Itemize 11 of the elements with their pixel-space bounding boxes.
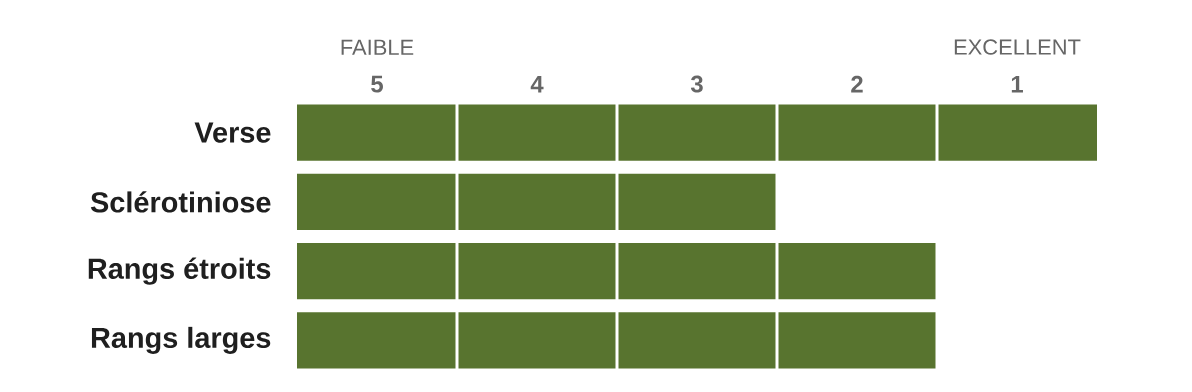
y-tick-label: Verse — [194, 122, 271, 143]
text: EXCELLENT — [954, 39, 1081, 55]
x-tick-label: 5 — [371, 75, 383, 93]
x-tick-label: 4 — [530, 76, 544, 93]
x-tick-label: 3 — [690, 75, 703, 93]
y-tick-label: Rangs étroits — [88, 257, 271, 285]
x-tick-label: 2 — [851, 75, 863, 93]
y-tick-label: Rangs larges — [91, 326, 271, 354]
x-tick-label: 1 — [1011, 76, 1023, 93]
text: FAIBLE — [341, 39, 414, 55]
y-tick-label: Sclérotiniose — [90, 191, 271, 213]
